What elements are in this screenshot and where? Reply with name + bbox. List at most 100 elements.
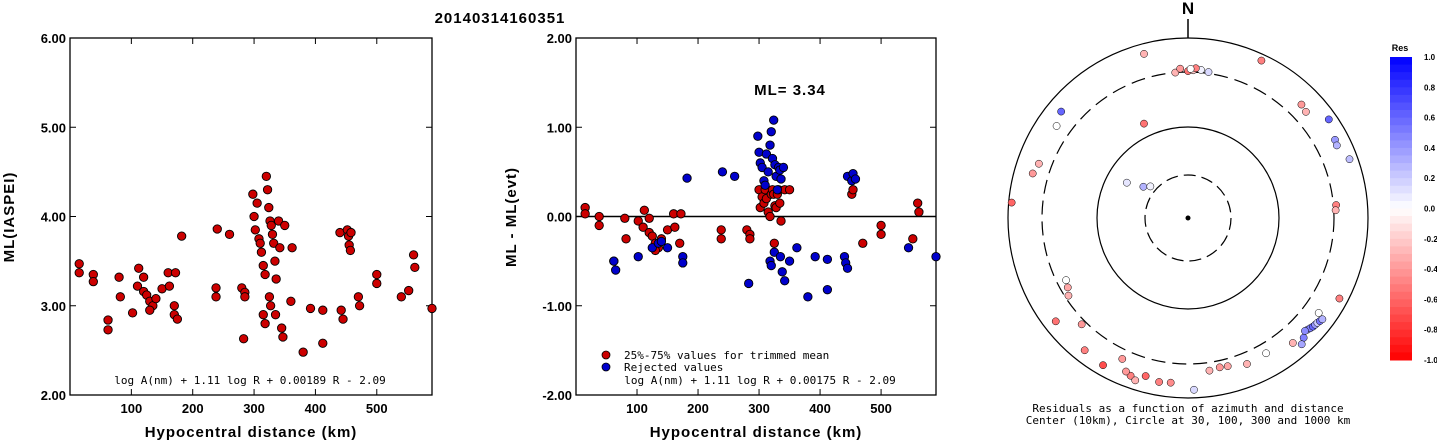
data-point xyxy=(931,252,941,262)
station-point xyxy=(1345,155,1354,164)
x-tick-label: 200 xyxy=(182,401,204,416)
data-point xyxy=(670,222,680,232)
data-point xyxy=(822,254,833,264)
data-point xyxy=(270,310,281,320)
azimuth-residual-polar-chart: N Residuals as a function of azimuth and… xyxy=(1007,0,1437,427)
data-point xyxy=(345,245,356,256)
colorbar-cell xyxy=(1390,208,1412,217)
data-point xyxy=(408,250,419,260)
colorbar-title: Res xyxy=(1392,43,1409,53)
data-point xyxy=(256,247,267,257)
center-point xyxy=(1185,215,1191,221)
data-point xyxy=(115,292,125,302)
colorbar-cell xyxy=(1390,57,1412,66)
y-tick-label: 2.00 xyxy=(547,31,572,46)
data-point xyxy=(238,334,249,344)
data-point xyxy=(103,325,113,335)
ring-1000km xyxy=(1007,37,1369,399)
data-point xyxy=(778,162,789,173)
colorbar-cell xyxy=(1390,147,1412,156)
colorbar-cell xyxy=(1390,185,1412,194)
station-point xyxy=(1332,141,1341,150)
data-point xyxy=(270,256,280,266)
colorbar-tick-label: 0.6 xyxy=(1424,114,1436,123)
colorbar-tick-label: 1.0 xyxy=(1424,53,1436,62)
colorbar-cell xyxy=(1390,163,1412,172)
data-point xyxy=(258,310,268,320)
colorbar-cell xyxy=(1390,117,1412,126)
y-tick-label: 6.00 xyxy=(41,31,66,46)
data-point xyxy=(353,292,364,302)
colorbar-cell xyxy=(1390,102,1412,111)
data-point xyxy=(275,243,285,253)
station-point xyxy=(1140,50,1148,58)
data-point xyxy=(88,277,98,287)
data-point xyxy=(765,140,775,150)
colorbar-tick-label: 0.2 xyxy=(1424,174,1436,183)
x-axis-label: Hypocentral distance (km) xyxy=(145,424,358,441)
data-point xyxy=(784,256,795,266)
station-point xyxy=(1063,283,1072,292)
colorbar-cell xyxy=(1390,314,1412,323)
data-point xyxy=(224,229,235,240)
station-point xyxy=(1257,56,1266,65)
station-point xyxy=(1166,378,1175,387)
colorbar-ticks: 1.0 0.8 0.6 0.4 0.2 0.0 -0.2 -0.4 -0.6 -0.8 -1.0 xyxy=(1424,53,1437,365)
x-tick-label: 400 xyxy=(305,401,327,416)
data-point xyxy=(255,238,265,248)
legend-marker-rejected xyxy=(601,362,611,372)
station-point xyxy=(1186,65,1195,73)
data-point xyxy=(396,292,406,302)
data-point xyxy=(656,236,667,247)
data-point xyxy=(258,260,268,271)
ml-residual-chart: 100 200 300 400 500 -2.00 -1.00 0.00 1.00 2.00 M… xyxy=(503,31,941,441)
data-point xyxy=(776,174,786,184)
station-point xyxy=(1051,317,1060,326)
data-point xyxy=(266,220,276,231)
colorbar-tick-label: -0.2 xyxy=(1424,235,1437,244)
colorbar: Res 1.0 0.8 0.6 0.4 0.2 0.0 -0.2 -0.4 -0.6 -0.8 -1… xyxy=(1390,43,1437,365)
data-point xyxy=(678,258,688,268)
data-point xyxy=(248,189,258,199)
data-point xyxy=(803,292,813,302)
colorbar-cell xyxy=(1390,94,1412,103)
data-point xyxy=(638,222,648,232)
data-point xyxy=(716,225,726,235)
data-point xyxy=(822,285,833,295)
caption-line-2: Center (10km), Circle at 30, 100, 300 an… xyxy=(1026,414,1351,427)
data-point xyxy=(766,127,776,137)
y-tick-label: 0.00 xyxy=(547,210,572,225)
colorbar-cell xyxy=(1390,231,1412,240)
y-axis: 2.00 3.00 4.00 5.00 6.00 xyxy=(41,31,432,403)
station-point xyxy=(1299,333,1308,342)
x-axis-label: Hypocentral distance (km) xyxy=(650,424,863,441)
colorbar-cell xyxy=(1390,337,1412,346)
y-axis-label: ML(IASPEI) xyxy=(1,172,18,263)
station-point xyxy=(1028,169,1037,178)
x-tick-label: 200 xyxy=(687,401,709,416)
colorbar-tick-label: 0.4 xyxy=(1424,144,1436,153)
data-point xyxy=(260,318,270,329)
station-point xyxy=(1318,315,1327,324)
colorbar-cell xyxy=(1390,261,1412,270)
data-point xyxy=(850,174,861,184)
station-point xyxy=(1262,349,1270,358)
legend-label-rejected: Rejected values xyxy=(624,361,723,374)
station-point xyxy=(1335,294,1344,303)
data-point xyxy=(269,238,279,248)
data-point xyxy=(318,338,328,348)
data-point xyxy=(410,262,420,273)
x-tick-label: 100 xyxy=(121,401,143,416)
data-point xyxy=(372,278,382,289)
station-point xyxy=(1080,346,1089,355)
colorbar-cell xyxy=(1390,193,1412,202)
station-points xyxy=(1007,50,1354,394)
station-point xyxy=(1204,68,1213,76)
colorbar-cell xyxy=(1390,299,1412,308)
colorbar-tick-label: 0.0 xyxy=(1424,205,1436,214)
colorbar-cell xyxy=(1390,322,1412,331)
station-point xyxy=(1176,64,1185,73)
y-tick-label: -2.00 xyxy=(542,388,572,403)
data-point xyxy=(717,167,728,177)
data-point xyxy=(716,234,726,244)
